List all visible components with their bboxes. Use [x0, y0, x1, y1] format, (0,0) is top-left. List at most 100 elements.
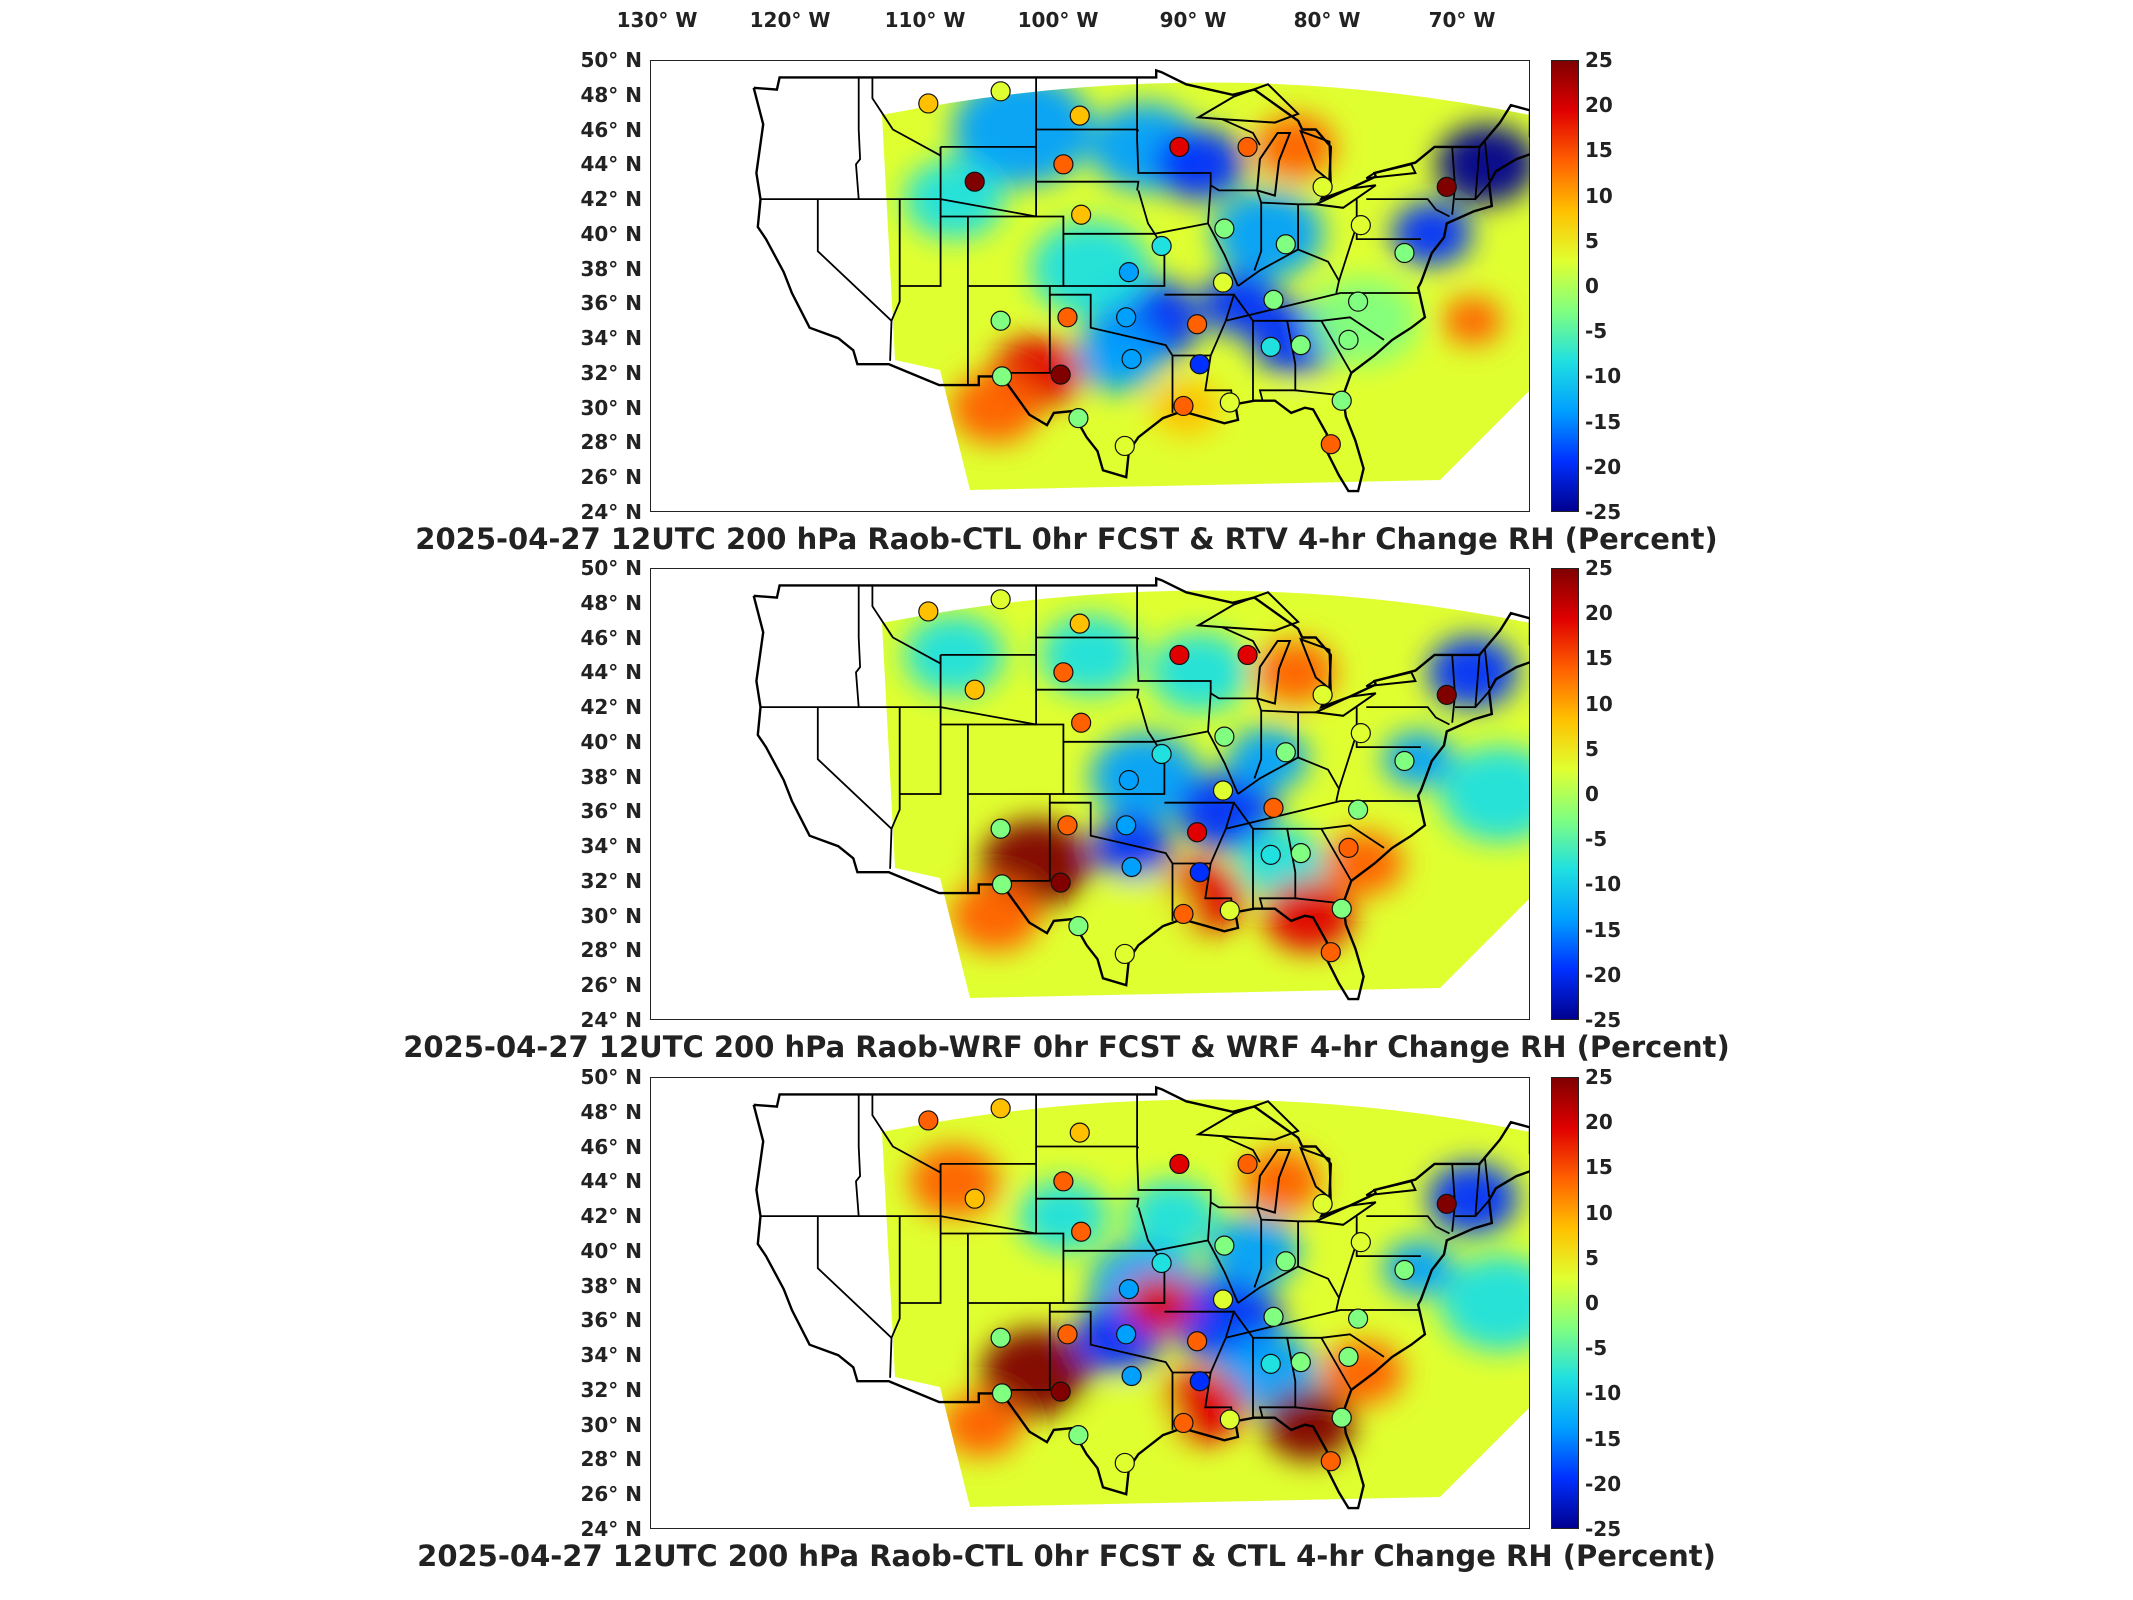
raob-station-marker [990, 310, 1011, 331]
state-border [1253, 1219, 1263, 1288]
state-border [1287, 824, 1385, 849]
raob-station-marker [1331, 1407, 1352, 1428]
lon-label: 70° W [1428, 8, 1496, 32]
lat-label: 32° N [580, 868, 642, 893]
raob-station-marker [1260, 844, 1281, 865]
map-frame [650, 60, 1530, 512]
state-border [1207, 222, 1239, 287]
state-border [816, 199, 893, 361]
raob-station-marker [1118, 1278, 1139, 1300]
raob-station-marker [1394, 242, 1415, 264]
raob-station-marker [1347, 799, 1369, 820]
state-border [1136, 585, 1258, 700]
raob-station-marker [1350, 215, 1371, 236]
lat-label: 34° N [580, 326, 642, 351]
raob-station-marker [918, 1110, 939, 1131]
raob-station-marker [1260, 336, 1281, 357]
rh-field-region [1213, 189, 1324, 278]
lon-label: 90° W [1159, 8, 1227, 32]
lat-label: 50° N [580, 556, 642, 580]
rh-field-region [941, 1392, 1022, 1457]
state-border [1320, 1337, 1353, 1391]
raob-station-marker [1050, 872, 1071, 893]
rh-field-region [1241, 1149, 1322, 1214]
lat-label: 24° N [580, 500, 642, 524]
state-border [1036, 688, 1140, 699]
raob-station-marker [918, 601, 939, 622]
rh-field-region [1127, 1180, 1218, 1253]
raob-station-marker [1212, 1289, 1234, 1310]
state-border [899, 654, 942, 795]
state-border [940, 654, 1065, 795]
state-border [1036, 1197, 1140, 1208]
raob-station-marker [1219, 392, 1240, 413]
state-border [871, 1094, 942, 1175]
rh-field-region [1086, 1388, 1177, 1461]
raob-station-marker [990, 818, 1011, 839]
lat-label: 48° N [580, 590, 642, 615]
lat-label: 24° N [580, 1517, 642, 1541]
raob-station-marker [1057, 1324, 1078, 1345]
state-border [816, 1216, 893, 1378]
lat-label: 50° N [580, 1065, 642, 1089]
raob-station-marker [1350, 723, 1371, 744]
state-border [1136, 1094, 1258, 1209]
raob-station-marker [1237, 644, 1258, 666]
state-border [890, 1216, 901, 1339]
state-border [1253, 319, 1297, 401]
coastline [752, 576, 1530, 1001]
raob-station-marker [1187, 1331, 1208, 1352]
raob-station-marker [991, 366, 1013, 387]
raob-station-marker [1212, 272, 1234, 293]
colorbar-tick-label: -15 [1585, 409, 1622, 434]
state-border [1455, 690, 1490, 708]
lat-label: 28° N [580, 938, 642, 963]
raob-station-marker [1331, 898, 1352, 919]
lon-label: 120° W [749, 8, 831, 32]
raob-station-marker [1187, 822, 1208, 843]
state-border [1207, 1239, 1239, 1304]
lon-label: 130° W [616, 8, 698, 32]
colorbar-tick-label: -20 [1585, 962, 1622, 987]
state-border [1253, 827, 1297, 909]
state-border [1366, 706, 1450, 726]
raob-station-marker [1069, 1122, 1090, 1143]
state-border [1237, 756, 1340, 802]
raob-station-marker [918, 93, 939, 114]
state-border [1484, 141, 1490, 181]
raob-station-marker [1212, 780, 1234, 801]
raob-station-marker [990, 81, 1011, 102]
colorbar [1551, 1077, 1579, 1529]
raob-station-marker [1436, 684, 1457, 706]
panel-title: 2025-04-27 12UTC 200 hPa Raob-WRF 0hr FC… [403, 1030, 1730, 1064]
raob-station-marker [1350, 1232, 1371, 1253]
state-border [855, 1094, 862, 1217]
raob-station-marker [1237, 1153, 1258, 1175]
great-lake [1195, 83, 1300, 124]
state-border [1320, 828, 1353, 882]
raob-station-marker [1050, 1381, 1071, 1402]
raob-station-marker [1320, 942, 1341, 963]
state-border [890, 199, 901, 322]
lat-label: 30° N [580, 903, 642, 928]
lon-label: 80° W [1293, 8, 1361, 32]
raob-station-marker [1068, 916, 1089, 937]
state-border [1455, 182, 1490, 200]
state-border [855, 77, 862, 200]
raob-station-marker [1237, 136, 1258, 158]
raob-station-marker [1151, 743, 1172, 765]
lat-label: 32° N [580, 1377, 642, 1402]
raob-station-marker [991, 874, 1013, 895]
raob-station-marker [1118, 769, 1139, 791]
state-border [1036, 180, 1140, 191]
panel-title: 2025-04-27 12UTC 200 hPa Raob-CTL 0hr FC… [417, 1539, 1716, 1573]
colorbar [1551, 568, 1579, 1020]
lat-label: 44° N [580, 152, 642, 177]
raob-station-marker [1118, 261, 1139, 283]
state-border [1237, 248, 1340, 294]
state-border [816, 707, 893, 869]
lat-label: 26° N [580, 465, 642, 490]
raob-station-marker [1057, 815, 1078, 836]
colorbar-tick-label: 25 [1585, 48, 1613, 72]
colorbar-tick-label: -25 [1585, 1517, 1622, 1541]
